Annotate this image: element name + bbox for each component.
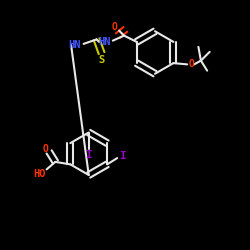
Text: O: O <box>42 144 48 154</box>
Text: O: O <box>111 22 117 32</box>
Text: HO: HO <box>34 170 46 179</box>
Text: S: S <box>98 55 105 65</box>
Text: HN: HN <box>68 40 81 50</box>
Text: I: I <box>86 150 92 160</box>
Text: O: O <box>189 60 194 70</box>
Text: HN: HN <box>98 37 110 47</box>
Text: I: I <box>119 150 126 160</box>
